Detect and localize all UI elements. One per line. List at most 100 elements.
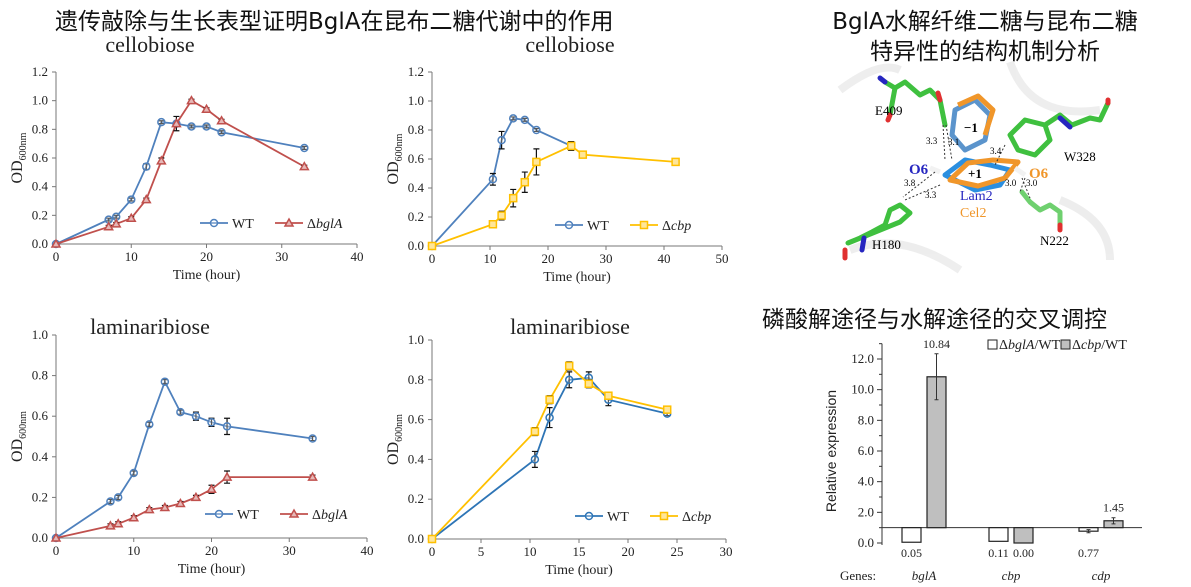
data-point [187, 122, 196, 131]
data-point [103, 221, 114, 231]
x-tick-label: 50 [716, 251, 729, 266]
line-chart-3 [50, 334, 368, 543]
error-bar [533, 127, 540, 133]
category-label: bglA [912, 568, 937, 583]
residue-sticks [842, 75, 1111, 261]
y-axis-label: Relative expression [823, 390, 839, 512]
x-tick-label: 0 [429, 544, 436, 559]
error-bar [107, 498, 114, 505]
data-point [160, 377, 170, 386]
x-axis-label: Time (hour) [545, 563, 613, 578]
bar [1013, 527, 1034, 544]
data-point [545, 413, 554, 422]
data-point [145, 420, 154, 429]
series-WT [51, 377, 317, 543]
error-bar [531, 450, 538, 468]
error-bar [158, 120, 165, 125]
data-point [488, 175, 498, 184]
y-tick-label: 0.6 [32, 150, 49, 165]
data-point [520, 115, 530, 125]
y-tick-label: 0.0 [32, 236, 48, 251]
series-ΔbglA [50, 95, 310, 248]
x-tick-label: 5 [478, 544, 485, 559]
right-heading-line1: BglA水解纤维二糖与昆布二糖 [832, 9, 1138, 35]
x-tick-label: 30 [600, 251, 613, 266]
data-point [508, 193, 518, 203]
data-label: 0.77 [1078, 546, 1099, 560]
chart-title: laminaribiose [90, 314, 210, 339]
distance-label: 3.0 [1026, 178, 1038, 188]
distance-label: 3.8 [904, 178, 916, 188]
y-tick-label: 0.0 [32, 530, 48, 545]
data-point [110, 218, 122, 228]
x-tick-label: 40 [351, 249, 364, 264]
legend-label: WT [232, 217, 254, 232]
data-point [156, 155, 167, 165]
x-tick-label: 0 [53, 543, 60, 558]
error-bar [218, 130, 225, 135]
data-point [584, 379, 594, 389]
data-point [50, 238, 62, 248]
series-line [55, 476, 313, 539]
categories-label: Genes: [840, 568, 876, 583]
distance-label: 3.0 [1005, 178, 1017, 188]
x-tick-label: 20 [542, 251, 555, 266]
data-point [141, 194, 152, 204]
distance-label: 3.3 [925, 190, 937, 200]
x-tick-label: 10 [127, 543, 140, 558]
category-label: cdp [1092, 568, 1111, 583]
data-point [190, 491, 202, 502]
data-point [128, 512, 140, 522]
x-tick-label: 40 [361, 543, 374, 558]
data-point [175, 497, 186, 508]
legend-label: ΔbglA [307, 217, 343, 232]
legend-label: ΔbglA [312, 508, 348, 523]
bar [901, 527, 922, 543]
line-chart-4 [427, 339, 727, 544]
data-label: 0.00 [1013, 546, 1034, 560]
error-bar [510, 116, 517, 121]
y-axis-label: OD600nm [9, 132, 29, 183]
label-plus1: +1 [968, 166, 982, 181]
y-tick-label: 1.0 [408, 332, 424, 347]
x-tick-label: 10 [524, 544, 537, 559]
error-bar [309, 435, 316, 442]
series-WT [427, 114, 576, 251]
data-point [662, 405, 672, 414]
x-tick-label: 30 [275, 249, 288, 264]
data-point [106, 497, 115, 506]
legend-label: Δcbp [682, 510, 711, 525]
error-bar [105, 217, 112, 222]
data-point [520, 177, 530, 187]
data-point [157, 117, 166, 127]
data-point [209, 218, 219, 228]
data-point [671, 157, 680, 167]
data-point [127, 195, 136, 204]
line-chart-2 [427, 71, 723, 251]
category-label: cbp [1002, 568, 1021, 583]
y-tick-label: 0.6 [32, 408, 49, 423]
error-bar [188, 124, 195, 129]
data-point [217, 127, 226, 137]
x-tick-label: 20 [205, 543, 218, 558]
left-heading: 遗传敲除与生长表型证明BglA在昆布二糖代谢中的作用 [55, 9, 614, 35]
data-point [125, 212, 137, 222]
label-w328: W328 [1064, 149, 1096, 164]
data-point [171, 118, 182, 128]
error-bar [546, 407, 553, 429]
x-tick-label: 40 [658, 251, 671, 266]
data-point [222, 422, 232, 431]
legend-label: WT [587, 219, 609, 234]
error-bar [1111, 517, 1116, 525]
y-tick-label: 0.2 [408, 491, 424, 506]
data-point [308, 434, 317, 443]
x-tick-label: 25 [671, 544, 684, 559]
data-point [144, 504, 155, 514]
y-tick-label: 10.0 [851, 382, 874, 397]
data-label: 1.45 [1103, 501, 1124, 515]
y-tick-label: 1.0 [32, 93, 48, 108]
error-bar [203, 124, 210, 129]
error-bar [128, 197, 135, 202]
distance-label: 3.3 [926, 136, 938, 146]
